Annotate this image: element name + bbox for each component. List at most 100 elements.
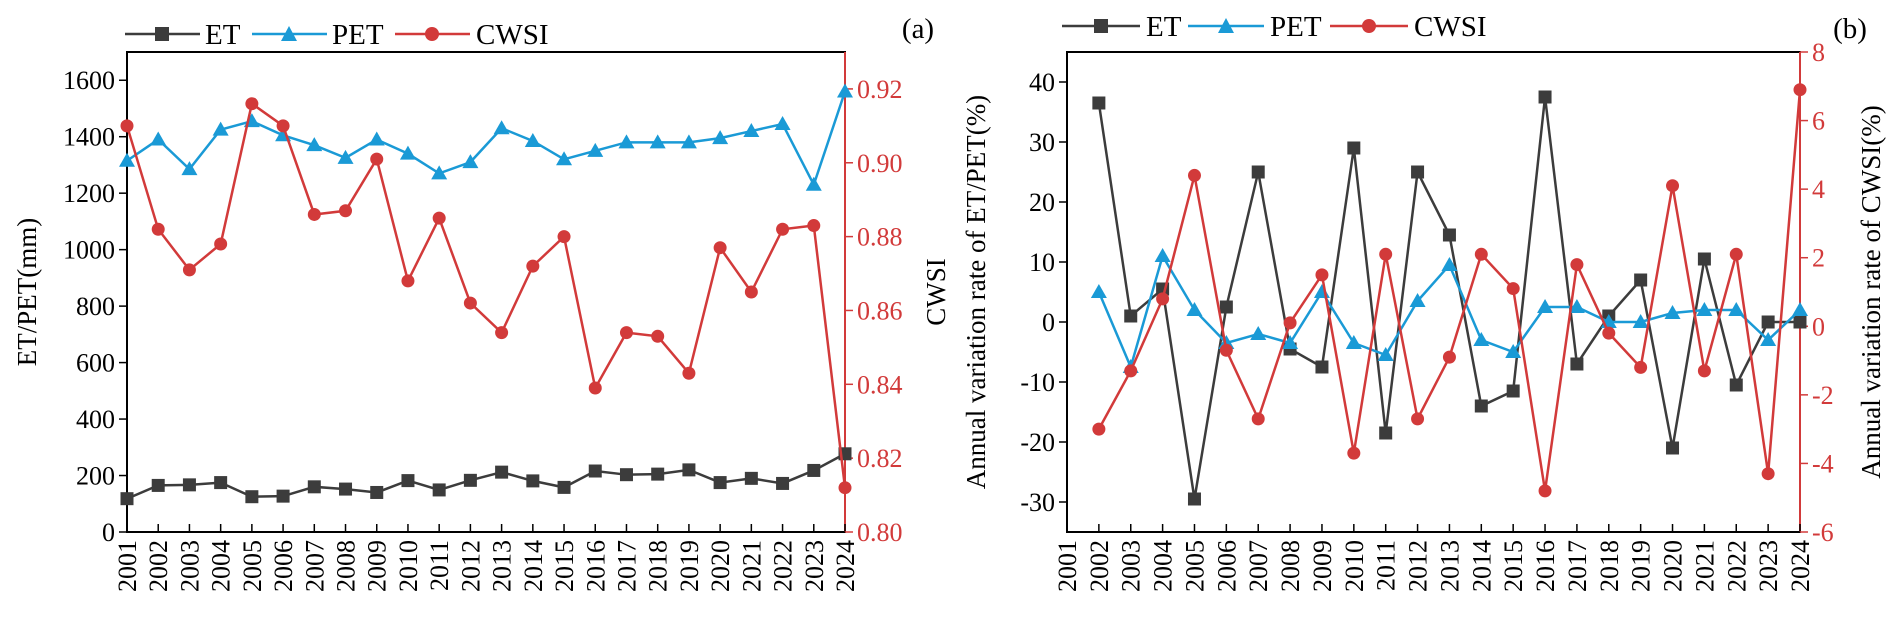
- y-left-tick-label: 0: [1042, 308, 1055, 337]
- cwsi-point: [1442, 350, 1456, 364]
- et-point: [1124, 309, 1138, 323]
- x-tick-label: 2023: [800, 540, 829, 592]
- pet-point: [1728, 302, 1745, 316]
- panel-a-left-axis-title: ET/PET(mm): [12, 218, 42, 366]
- panel-b-left-axis-title: Annual variation rate of ET/PET(%): [961, 95, 991, 489]
- pet-point: [556, 151, 573, 166]
- pet-point: [618, 134, 635, 149]
- legend-pet-marker: [281, 26, 297, 41]
- et-point: [1092, 96, 1106, 110]
- et-point: [1729, 378, 1743, 392]
- x-tick-label: 2006: [1212, 540, 1241, 592]
- x-tick-label: 2018: [644, 540, 673, 592]
- panel-a-right-axis-title: CWSI: [921, 258, 951, 326]
- pet-point: [1154, 248, 1171, 262]
- legend-cwsi-label: CWSI: [1414, 11, 1487, 43]
- y-left-tick-label: 0: [102, 518, 115, 547]
- pet-point: [150, 131, 167, 146]
- x-tick-label: 2005: [1180, 540, 1209, 592]
- pet-point: [1568, 299, 1585, 313]
- x-tick-label: 2010: [394, 540, 423, 592]
- pet-point: [712, 130, 729, 145]
- et-point: [1187, 492, 1201, 506]
- et-point: [1474, 399, 1488, 413]
- pet-point: [1473, 332, 1490, 346]
- x-tick-label: 2022: [1722, 540, 1751, 592]
- y-right-tick-label: 4: [1812, 175, 1825, 204]
- cwsi-point: [1634, 360, 1648, 374]
- cwsi-point: [120, 119, 134, 133]
- pet-point: [837, 83, 853, 98]
- cwsi-point: [1092, 422, 1106, 436]
- x-tick-label: 2019: [675, 540, 704, 592]
- cwsi-point: [807, 219, 821, 233]
- pet-point: [1760, 332, 1777, 346]
- cwsi-point: [495, 326, 509, 340]
- x-tick-label: 2009: [1308, 540, 1337, 592]
- et-point: [463, 473, 477, 487]
- cwsi-point: [1602, 326, 1616, 340]
- et-point: [1793, 315, 1807, 329]
- et-point: [1251, 165, 1265, 179]
- pet-point: [181, 161, 198, 176]
- x-tick-label: 2004: [207, 540, 236, 592]
- x-tick-label: 2022: [769, 540, 798, 592]
- x-tick-label: 2001: [1053, 540, 1082, 592]
- pet-point: [649, 134, 666, 149]
- cwsi-point: [1761, 467, 1775, 481]
- pet-point: [1792, 302, 1808, 316]
- et-point: [276, 489, 290, 503]
- cwsi-point: [619, 326, 633, 340]
- x-tick-label: 2024: [1786, 540, 1815, 592]
- et-point: [588, 464, 602, 478]
- et-point: [1411, 165, 1425, 179]
- et-point: [1697, 252, 1711, 266]
- cwsi-point: [1506, 282, 1520, 296]
- et-point: [1634, 273, 1648, 287]
- et-point: [151, 478, 165, 492]
- cwsi-point: [276, 119, 290, 133]
- pet-point: [1282, 335, 1299, 349]
- x-tick-label: 2008: [332, 540, 361, 592]
- cwsi-point: [744, 285, 758, 299]
- cwsi-point: [1474, 247, 1488, 261]
- et-point: [1506, 384, 1520, 398]
- pet-point: [743, 123, 760, 138]
- x-tick-label: 2015: [1499, 540, 1528, 592]
- et-point: [1379, 426, 1393, 440]
- pet-point: [1441, 257, 1458, 271]
- panel-b-label: (b): [1833, 13, 1867, 45]
- x-tick-label: 2011: [425, 540, 454, 591]
- y-right-tick-label: 0: [1812, 312, 1825, 341]
- pet-point: [1537, 299, 1554, 313]
- y-left-tick-label: 20: [1029, 188, 1055, 217]
- pet-point: [1664, 305, 1681, 319]
- x-tick-label: 2010: [1340, 540, 1369, 592]
- cwsi-point: [370, 152, 384, 166]
- et-point: [401, 474, 415, 488]
- legend-cwsi-marker: [1362, 19, 1376, 33]
- cwsi-point: [1379, 247, 1393, 261]
- cwsi-point: [713, 241, 727, 255]
- panel-a-legend: ET PET CWSI: [125, 19, 549, 51]
- x-tick-label: 2014: [1467, 540, 1496, 592]
- y-right-tick-label: 0.92: [857, 75, 903, 104]
- et-point: [1761, 315, 1775, 329]
- legend-et-label: ET: [205, 19, 241, 51]
- et-point: [1666, 441, 1680, 455]
- x-tick-label: 2020: [706, 540, 735, 592]
- et-point: [245, 490, 259, 504]
- et-series-line: [126, 452, 846, 500]
- et-point: [619, 468, 633, 482]
- pet-point: [462, 154, 479, 169]
- x-tick-label: 2002: [144, 540, 173, 592]
- y-right-tick-label: 0.90: [857, 149, 903, 178]
- pet-point: [1632, 314, 1649, 328]
- y-left-tick-label: 30: [1029, 128, 1055, 157]
- et-point: [1538, 90, 1552, 104]
- et-point: [713, 476, 727, 490]
- cwsi-point: [1347, 446, 1361, 460]
- x-tick-label: 2021: [737, 540, 766, 592]
- y-right-tick-label: 0.86: [857, 296, 903, 325]
- legend-cwsi-marker: [425, 27, 439, 41]
